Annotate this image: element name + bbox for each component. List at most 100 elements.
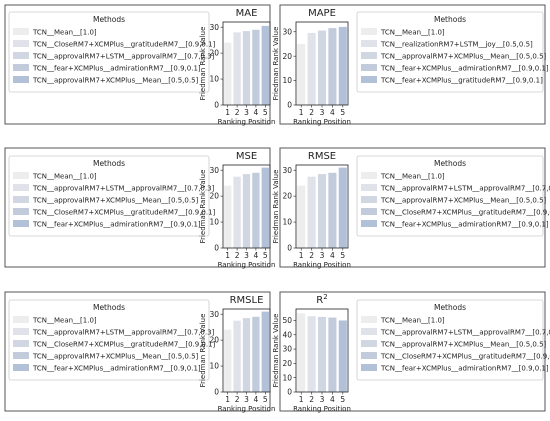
- x-tick-label: 3: [320, 395, 325, 404]
- y-axis-label: Friedman Rank Value: [199, 314, 207, 388]
- legend-title: Methods: [434, 15, 466, 24]
- bar-4: [252, 172, 260, 248]
- legend-swatch-4: [13, 64, 29, 71]
- x-tick-label: 4: [254, 108, 259, 117]
- legend-swatch-3: [13, 340, 29, 347]
- y-tick-label: 30: [209, 310, 219, 319]
- bar-5: [261, 311, 269, 392]
- y-tick-label: 10: [209, 362, 219, 371]
- legend-label-5: TCN__fear+XCMPlus__admirationRM7__[0.9,0…: [32, 221, 201, 229]
- y-tick-label: 20: [209, 192, 219, 201]
- x-tick-label: 1: [299, 108, 304, 117]
- legend: Methods TCN__Mean__[1.0] TCN__approvalRM7+…: [8, 299, 216, 381]
- legend-label-5: TCN__approvalRM7+XCMPlus__Mean__[0.5,0.5…: [32, 77, 199, 85]
- legend-swatch-2: [13, 40, 29, 47]
- legend-label-1: TCN__Mean__[1.0]: [32, 173, 97, 181]
- bar-3: [242, 31, 251, 105]
- legend-label-3: TCN__approvalRM7+XCMPlus__Mean__[0.5,0.5…: [380, 53, 547, 61]
- x-tick-label: 5: [340, 251, 345, 260]
- bar-3: [317, 174, 327, 248]
- y-tick-label: 40: [282, 330, 292, 339]
- legend-swatch-5: [13, 76, 29, 83]
- bar-4: [328, 28, 337, 105]
- legend-swatch-2: [361, 184, 377, 191]
- bar-1: [297, 185, 306, 248]
- plot-area: [222, 308, 271, 393]
- chart-panel-mse: Methods TCN__Mean__[1.0] TCN__approvalRM7+…: [4, 147, 275, 269]
- legend-label-4: TCN__fear+XCMPlus__admirationRM7__[0.9,0…: [380, 65, 549, 73]
- legend-title: Methods: [93, 159, 125, 168]
- legend-label-5: TCN__fear+XCMPlus__admirationRM7__[0.9,0…: [32, 365, 201, 373]
- legend-label-4: TCN__CloseRM7+XCMPlus__gratitudeRM7__[0.…: [32, 209, 216, 217]
- bar-3: [242, 174, 251, 248]
- x-tick-label: 5: [263, 395, 268, 404]
- y-axis-label: Friedman Rank Value: [272, 27, 280, 101]
- legend-swatch-3: [13, 196, 29, 203]
- legend-box: [356, 299, 544, 381]
- legend-box: [8, 11, 210, 93]
- legend-label-3: TCN__approvalRM7+XCMPlus__Mean__[0.5,0.5…: [32, 197, 199, 205]
- legend-swatch-2: [361, 328, 377, 335]
- y-tick-label: 20: [282, 192, 292, 201]
- legend: Methods TCN__Mean__[1.0] TCN__approvalRM7+…: [356, 299, 550, 381]
- x-tick-label: 3: [244, 251, 249, 260]
- chart-title: RMSE: [308, 151, 336, 162]
- legend-label-4: TCN__fear+XCMPlus__admirationRM7__[0.9,0…: [32, 65, 201, 73]
- bar-2: [233, 32, 241, 105]
- legend-label-3: TCN__approvalRM7+XCMPlus__Mean__[0.5,0.5…: [380, 197, 547, 205]
- bar-1: [224, 185, 232, 248]
- legend-title: Methods: [93, 303, 125, 312]
- x-tick-label: 2: [235, 395, 240, 404]
- legend-swatch-3: [13, 52, 29, 59]
- x-tick-label: 3: [320, 251, 325, 260]
- legend-label-4: TCN__CloseRM7+XCMPlus__gratitudeRM7__[0.…: [380, 353, 550, 361]
- y-tick-label: 0: [214, 244, 219, 253]
- chart-panel-rmse: Methods TCN__Mean__[1.0] TCN__approvalRM7+…: [272, 147, 550, 269]
- y-tick-label: 30: [282, 166, 292, 175]
- legend-swatch-5: [361, 364, 377, 371]
- x-tick-label: 1: [225, 108, 230, 117]
- legend: Methods TCN__Mean__[1.0] TCN__approvalRM7+…: [8, 155, 216, 237]
- legend-label-5: TCN__fear+XCMPlus__admirationRM7__[0.9,0…: [380, 365, 549, 373]
- y-tick-label: 10: [282, 76, 292, 85]
- legend-swatch-2: [13, 328, 29, 335]
- legend-label-2: TCN__approvalRM7+LSTM__approvalRM7__[0.7…: [32, 185, 215, 193]
- legend-label-2: TCN__approvalRM7+LSTM__approvalRM7__[0.7…: [380, 185, 550, 193]
- panel-frame: [279, 291, 546, 412]
- y-tick-label: 0: [214, 388, 219, 397]
- legend-box: [8, 155, 210, 237]
- y-tick-label: 0: [287, 388, 292, 397]
- legend-label-2: TCN__approvalRM7+LSTM__approvalRM7__[0.7…: [380, 329, 550, 337]
- legend-swatch-3: [361, 196, 377, 203]
- legend-label-1: TCN__Mean__[1.0]: [380, 173, 445, 181]
- panel-frame: [279, 147, 546, 268]
- bar-2: [307, 176, 316, 248]
- x-tick-label: 2: [309, 395, 314, 404]
- legend: Methods TCN__Mean__[1.0] TCN__CloseRM7+XCM…: [8, 11, 216, 93]
- plot-area: [222, 21, 271, 106]
- y-tick-label: 20: [209, 49, 219, 58]
- legend-label-5: TCN__fear+XCMPlus__gratitudeRM7__[0.9,0.…: [380, 77, 543, 85]
- x-axis-label: Ranking Position: [218, 118, 276, 126]
- legend-title: Methods: [434, 159, 466, 168]
- y-tick-label: 10: [209, 218, 219, 227]
- chart-panel-r: Methods TCN__Mean__[1.0] TCN__approvalRM7+…: [272, 291, 550, 413]
- x-tick-label: 4: [330, 251, 335, 260]
- x-tick-label: 1: [225, 395, 230, 404]
- bar-4: [328, 172, 337, 248]
- bar-3: [242, 318, 251, 392]
- y-axis-label: Friedman Rank Value: [199, 170, 207, 244]
- legend-label-4: TCN__CloseRM7+XCMPlus__gratitudeRM7__[0.…: [380, 209, 550, 217]
- x-tick-label: 1: [299, 251, 304, 260]
- bar-2: [307, 316, 316, 392]
- y-tick-label: 30: [282, 345, 292, 354]
- legend-swatch-5: [13, 364, 29, 371]
- legend-swatch-4: [13, 352, 29, 359]
- x-tick-label: 1: [225, 251, 230, 260]
- legend-title: Methods: [434, 303, 466, 312]
- legend-label-2: TCN__CloseRM7+XCMPlus__gratitudeRM7__[0.…: [32, 41, 216, 49]
- x-axis-label: Ranking Position: [293, 405, 351, 413]
- x-tick-label: 4: [330, 108, 335, 117]
- chart-panel-rmsle: Methods TCN__Mean__[1.0] TCN__approvalRM7+…: [4, 291, 275, 413]
- legend-swatch-1: [13, 28, 29, 35]
